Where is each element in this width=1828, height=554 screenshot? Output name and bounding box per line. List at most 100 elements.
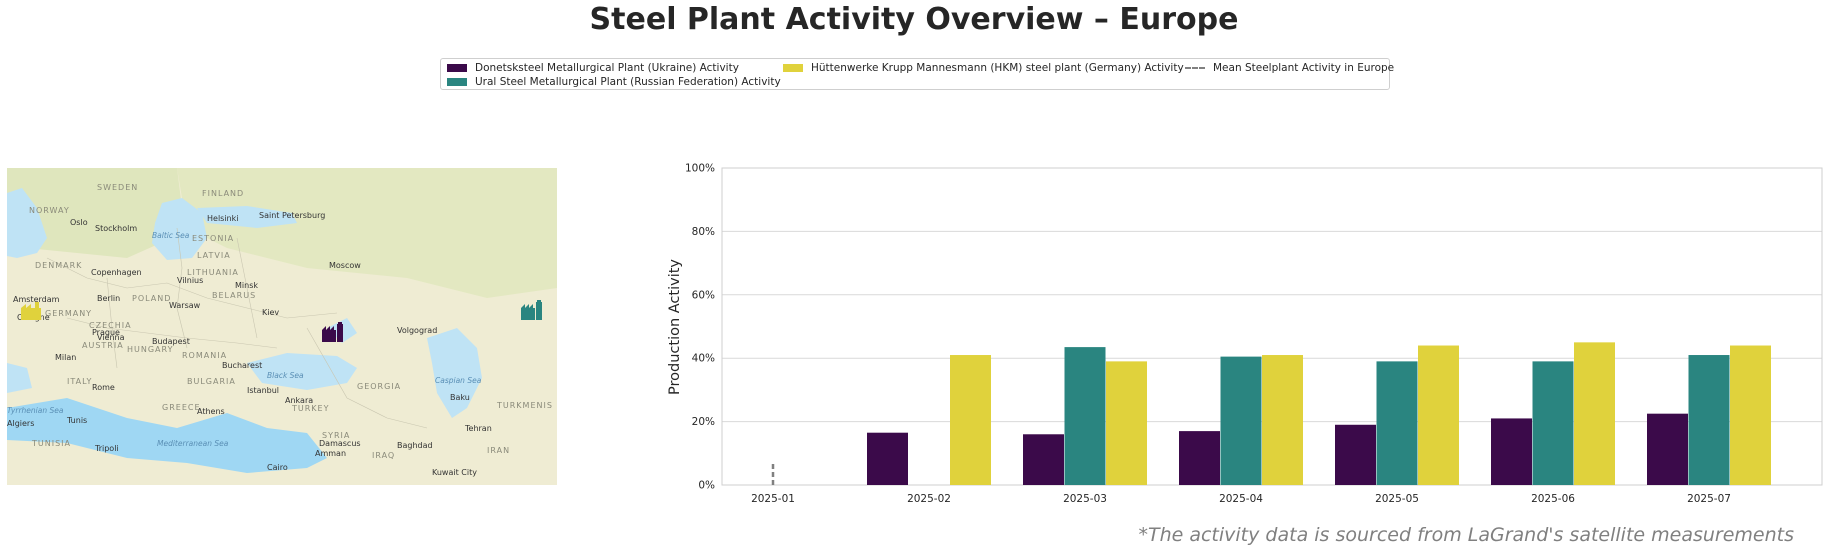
map-sea-baltic: Baltic Sea [152, 231, 190, 240]
bar [1179, 431, 1220, 485]
map-city-berlin: Berlin [97, 294, 120, 303]
map-sea-black: Black Sea [267, 371, 304, 380]
x-tick-label: 2025-05 [1375, 493, 1419, 505]
x-tick-label: 2025-07 [1687, 493, 1731, 505]
x-tick-label: 2025-06 [1531, 493, 1575, 505]
map-canvas: SWEDEN FINLAND NORWAY ESTONIA LATVIA DEN… [7, 168, 557, 485]
map-bay-of-biscay [7, 363, 32, 393]
bar [1106, 361, 1147, 485]
bar [1647, 413, 1688, 485]
map-label-syria: SYRIA [322, 431, 350, 440]
map-black-sea [247, 353, 357, 390]
map-label-greece: GREECE [162, 403, 201, 412]
map-label-romania: ROMANIA [182, 351, 227, 360]
legend-item-donetsksteel: Donetsksteel Metallurgical Plant (Ukrain… [447, 62, 739, 74]
x-tick-label: 2025-03 [1063, 493, 1107, 505]
map-city-moscow: Moscow [329, 261, 361, 270]
legend-item-hkm: Hüttenwerke Krupp Mannesmann (HKM) steel… [783, 62, 1184, 74]
map-label-lithuania: LITHUANIA [187, 268, 239, 277]
bar-series [867, 342, 1771, 485]
x-tick-label: 2025-01 [751, 493, 795, 505]
map-label-hungary: HUNGARY [127, 345, 173, 354]
x-axis-ticks: 2025-01 2025-02 2025-03 2025-04 2025-05 2025-… [751, 493, 1731, 505]
map-label-denmark: DENMARK [35, 261, 82, 270]
map-city-prague: Prague [92, 328, 120, 337]
map-label-estonia: ESTONIA [192, 234, 234, 243]
chart-legend: Donetsksteel Metallurgical Plant (Ukrain… [440, 58, 1394, 90]
bar [950, 355, 991, 485]
map-city-algiers: Algiers [7, 419, 34, 428]
europe-map: SWEDEN FINLAND NORWAY ESTONIA LATVIA DEN… [7, 168, 557, 485]
map-city-cairo: Cairo [267, 463, 288, 472]
map-city-tunis: Tunis [66, 416, 87, 425]
map-baltic-sea [152, 198, 207, 260]
map-city-baku: Baku [450, 393, 470, 402]
map-city-volgograd: Volgograd [397, 326, 437, 335]
map-label-iraq: IRAQ [372, 451, 395, 460]
y-axis-label: Production Activity [667, 259, 683, 395]
y-tick-label: 0% [698, 480, 715, 492]
map-label-tunisia: TUNISIA [31, 439, 71, 448]
factory-icon [21, 302, 41, 320]
map-city-warsaw: Warsaw [169, 301, 201, 310]
map-city-budapest: Budapest [152, 337, 190, 346]
map-label-latvia: LATVIA [197, 251, 231, 260]
map-label-turkey: TURKEY [291, 404, 330, 413]
map-city-vienna: Vienna [97, 333, 125, 342]
map-city-vilnius: Vilnius [177, 276, 203, 285]
map-city-stockholm: Stockholm [95, 224, 137, 233]
map-label-belarus: BELARUS [212, 291, 256, 300]
map-city-kiev: Kiev [262, 308, 279, 317]
map-city-minsk: Minsk [235, 281, 258, 290]
map-city-copenhagen: Copenhagen [91, 268, 142, 277]
map-sea-caspian: Caspian Sea [435, 376, 482, 385]
map-label-bulgaria: BULGARIA [187, 377, 236, 386]
map-label-finland: FINLAND [202, 189, 244, 198]
map-caspian-sea [427, 328, 482, 418]
map-city-bucharest: Bucharest [222, 361, 262, 370]
map-city-milan: Milan [55, 353, 76, 362]
legend-item-mean: Mean Steelplant Activity in Europe [1185, 62, 1394, 74]
page-title: Steel Plant Activity Overview – Europe [589, 2, 1239, 37]
bar [1064, 347, 1106, 485]
bar [1688, 355, 1730, 485]
map-city-tehran: Tehran [464, 424, 492, 433]
map-city-athens: Athens [197, 407, 225, 416]
y-tick-label: 20% [692, 416, 715, 428]
map-italy [67, 348, 117, 408]
map-north-sea [7, 188, 47, 258]
x-tick-label: 2025-04 [1219, 493, 1263, 505]
map-label-austria: AUSTRIA [82, 341, 124, 350]
map-label-sweden: SWEDEN [97, 183, 138, 192]
legend-swatch-donetsksteel [447, 64, 467, 72]
legend-label-ural: Ural Steel Metallurgical Plant (Russian … [475, 76, 781, 88]
map-label-italy: ITALY [67, 377, 92, 386]
y-tick-label: 80% [692, 226, 715, 238]
map-city-ankara: Ankara [285, 396, 313, 405]
data-source-footnote: *The activity data is sourced from LaGra… [1138, 524, 1794, 546]
bar [867, 432, 908, 485]
map-city-istanbul: Istanbul [247, 386, 279, 395]
x-tick-label: 2025-02 [907, 493, 951, 505]
map-label-czechia: CZECHIA [89, 321, 132, 330]
y-tick-label: 40% [692, 353, 715, 365]
map-label-turkmenistan: TURKMENIS [496, 401, 553, 410]
map-russia-greenery [177, 168, 557, 298]
bar [1730, 345, 1771, 485]
bar [1418, 345, 1459, 485]
legend-label-mean: Mean Steelplant Activity in Europe [1213, 62, 1395, 74]
y-tick-label: 60% [692, 289, 715, 301]
map-city-baghdad: Baghdad [397, 441, 433, 450]
legend-label-donetsksteel: Donetsksteel Metallurgical Plant (Ukrain… [475, 62, 739, 74]
legend-item-ural: Ural Steel Metallurgical Plant (Russian … [447, 76, 781, 88]
legend-swatch-ural [447, 78, 467, 86]
map-label-germany: GERMANY [45, 309, 92, 318]
legend-label-hkm: Hüttenwerke Krupp Mannesmann (HKM) steel… [811, 62, 1184, 74]
map-city-amsterdam: Amsterdam [13, 295, 60, 304]
bar [1335, 424, 1376, 485]
map-label-iran: IRAN [487, 446, 510, 455]
map-city-helsinki: Helsinki [207, 214, 238, 223]
bar [1220, 356, 1262, 485]
y-axis-ticks: 0% 20% 40% 60% 80% 100% [685, 163, 715, 492]
